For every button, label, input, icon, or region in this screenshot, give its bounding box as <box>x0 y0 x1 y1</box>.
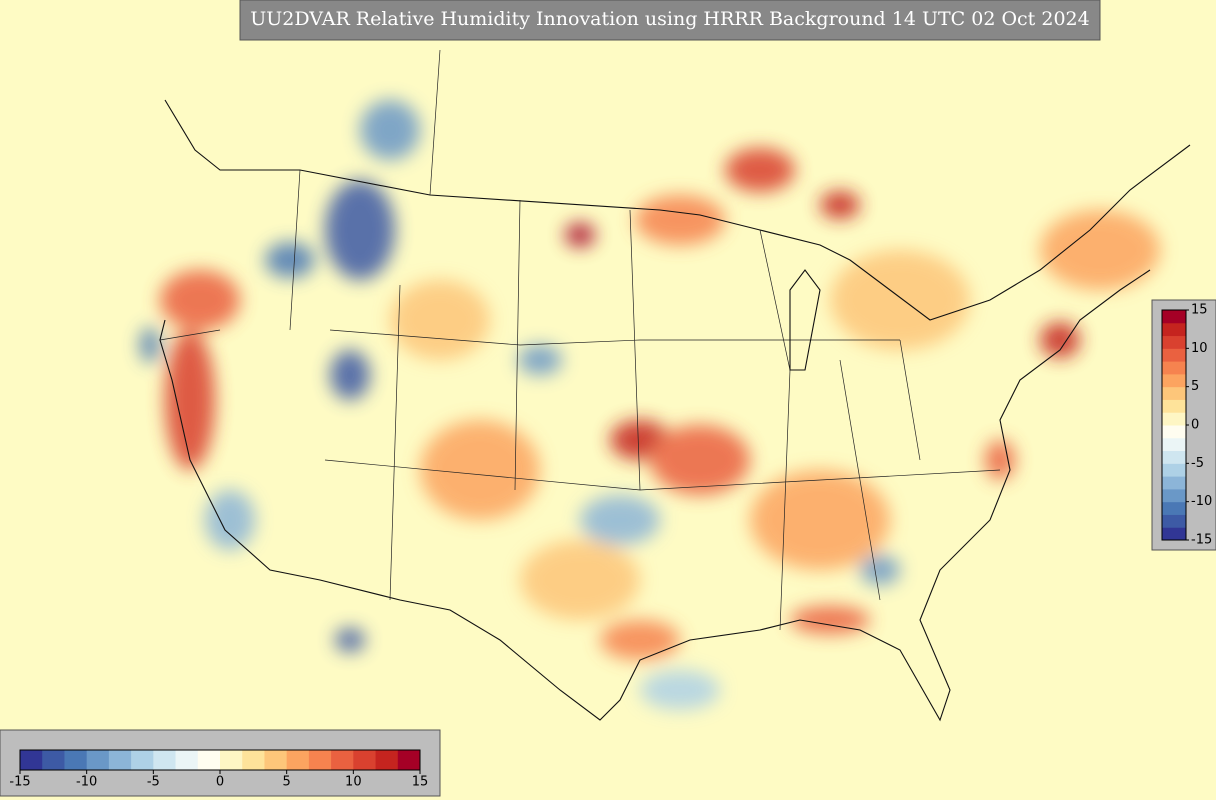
colorbar-tick-label: 15 <box>412 775 429 790</box>
colorbar-swatch <box>64 750 88 770</box>
colorbar-swatch <box>1162 335 1186 349</box>
colorbar-tick-label: 0 <box>1191 418 1199 433</box>
colorbar-tick-label: -5 <box>1191 456 1204 471</box>
colorbar-swatch <box>86 750 110 770</box>
map-outlines <box>159 49 1191 722</box>
colorbar-swatch <box>1162 425 1186 439</box>
colorbar-swatch <box>375 750 399 770</box>
colorbar-swatch <box>42 750 65 770</box>
colorbar-swatch <box>175 750 199 770</box>
colorbars: -15 -10 -5 0 5 10 15 -15 -10 -5 0 5 10 15 <box>9 303 1212 790</box>
colorbar-swatch <box>397 750 421 770</box>
colorbar-swatch <box>286 750 310 770</box>
colorbar-tick-label: -10 <box>76 775 97 790</box>
colorbar-swatch <box>131 750 154 770</box>
colorbar-tick-label: 10 <box>1191 341 1208 356</box>
colorbar-swatch <box>1162 399 1186 413</box>
colorbar-swatch <box>264 750 288 770</box>
colorbar-swatch <box>1162 386 1186 400</box>
colorbar-tick-label: -10 <box>1191 494 1212 509</box>
colorbar-swatch <box>108 750 132 770</box>
colorbar-swatch <box>1162 322 1186 337</box>
colorbar-swatch <box>1162 437 1186 452</box>
colorbar-swatch <box>1162 310 1186 324</box>
colorbar-tick-label: -15 <box>9 775 30 790</box>
colorbar-swatch <box>353 750 377 770</box>
colorbar-swatch <box>1162 450 1186 464</box>
colorbar-tick-label: -15 <box>1191 533 1212 548</box>
colorbar-tick-label: 10 <box>345 775 362 790</box>
map-title: UU2DVAR Relative Humidity Innovation usi… <box>250 8 1089 30</box>
colorbar-swatch <box>1162 488 1186 503</box>
colorbar-swatch <box>1162 501 1186 515</box>
colorbar-tick-label: -5 <box>147 775 160 790</box>
colorbar-swatch <box>331 750 354 770</box>
innovation-field <box>140 100 1160 710</box>
title-box <box>239 0 1101 41</box>
colorbar-swatch <box>1162 373 1186 388</box>
colorbar-swatch <box>1162 348 1186 362</box>
colorbar-swatch <box>1162 514 1186 528</box>
colorbar-swatch <box>1162 463 1186 477</box>
colorbar-swatch <box>308 750 332 770</box>
colorbar-swatch <box>242 750 265 770</box>
colorbar-swatch <box>20 750 43 770</box>
colorbar-tick-label: 5 <box>283 775 291 790</box>
colorbar-swatch <box>153 750 177 770</box>
colorbar-swatch <box>1162 361 1186 375</box>
colorbar-swatch <box>1162 527 1186 541</box>
colorbar-tick-label: 15 <box>1191 303 1208 318</box>
colorbar-tick-label: 5 <box>1191 379 1199 394</box>
colorbar-swatch <box>1162 476 1186 490</box>
colorbar-swatch <box>220 750 243 770</box>
colorbar-tick-label: 0 <box>216 775 224 790</box>
colorbar-swatch <box>197 750 221 770</box>
colorbar-swatch <box>1162 412 1186 426</box>
